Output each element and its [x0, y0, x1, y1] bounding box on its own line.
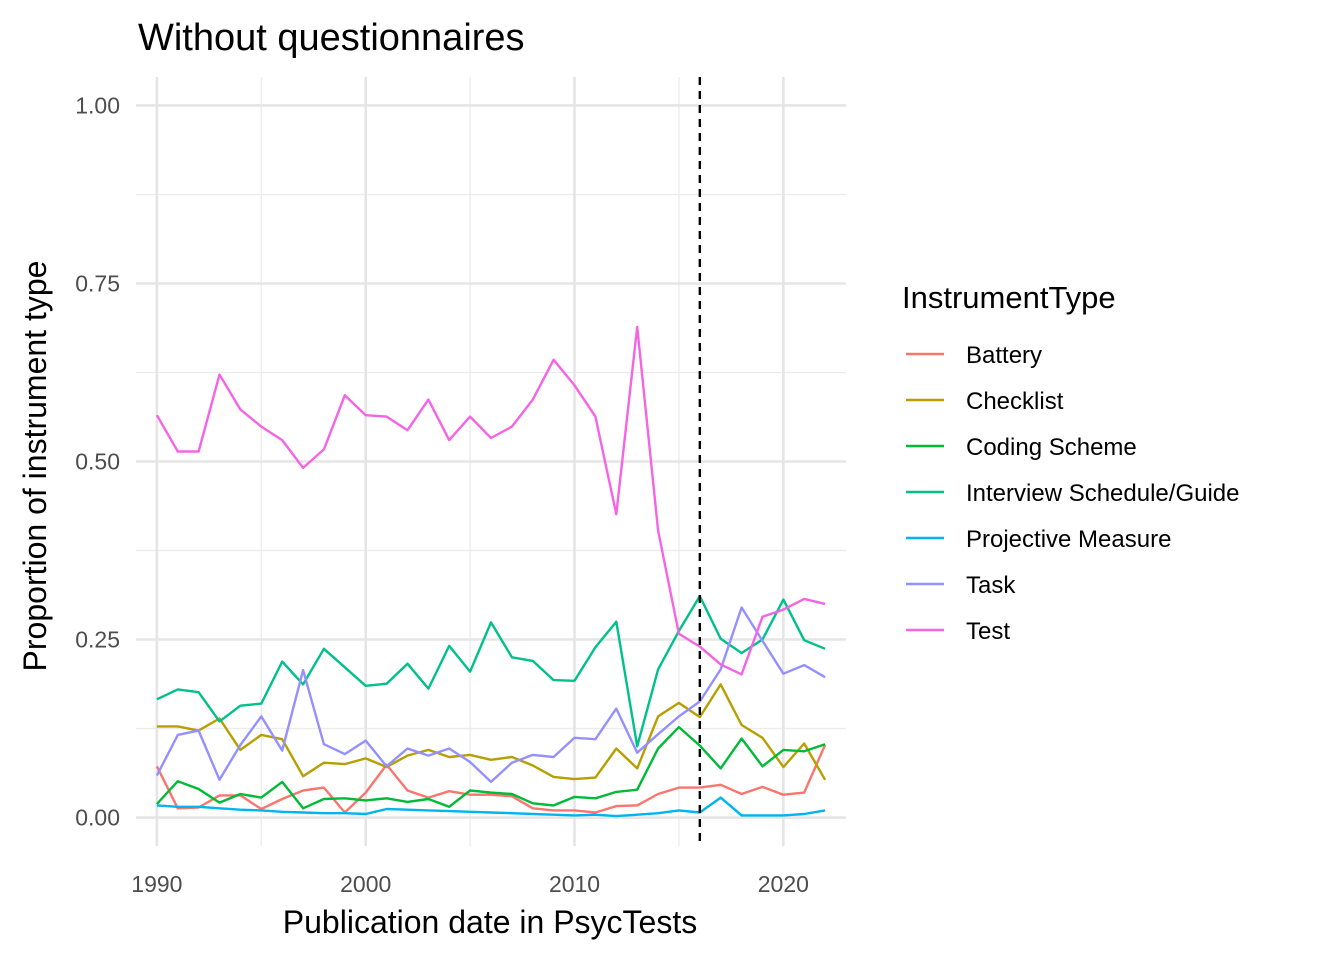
series-line-interview-schedule-guide — [156, 594, 826, 748]
legend-title: InstrumentType — [902, 280, 1116, 315]
legend-label-battery: Battery — [966, 342, 1042, 369]
legend-items: Battery Checklist Coding Scheme Interview S… — [906, 342, 1240, 645]
series-line-battery — [155, 744, 827, 814]
y-tick-label: 0.25 — [75, 627, 120, 653]
legend-label-test: Test — [966, 618, 1010, 645]
series-line-projective-measure — [156, 796, 826, 818]
x-tick-label: 2000 — [340, 871, 391, 897]
plot-panel — [136, 77, 846, 846]
chart-title: Without questionnaires — [138, 17, 525, 59]
series-lines — [155, 325, 827, 818]
y-axis-tick-labels: 0.00 0.25 0.50 0.75 1.00 — [75, 92, 120, 830]
x-tick-label: 2020 — [758, 871, 809, 897]
series-line-task — [155, 606, 826, 784]
x-axis-tick-labels: 1990 2000 2010 2020 — [131, 871, 809, 897]
legend: InstrumentType Battery Checklist Coding Sc… — [902, 280, 1240, 645]
series-line-checklist — [156, 683, 827, 781]
y-tick-label: 0.50 — [75, 449, 120, 475]
x-tick-label: 1990 — [131, 871, 182, 897]
legend-label-interview-schedule-guide: Interview Schedule/Guide — [966, 480, 1240, 507]
y-axis-title: Proportion of instrument type — [17, 261, 53, 672]
major-gridlines — [136, 77, 846, 846]
legend-label-coding-scheme: Coding Scheme — [966, 434, 1137, 461]
legend-label-projective-measure: Projective Measure — [966, 526, 1171, 553]
series-line-test — [155, 325, 826, 676]
y-tick-label: 1.00 — [75, 92, 120, 118]
y-tick-label: 0.75 — [75, 270, 120, 296]
x-tick-label: 2010 — [549, 871, 600, 897]
y-tick-label: 0.00 — [75, 805, 120, 831]
legend-label-task: Task — [966, 572, 1016, 599]
x-axis-title: Publication date in PsycTests — [283, 904, 697, 940]
series-line-coding-scheme — [156, 725, 826, 810]
legend-label-checklist: Checklist — [966, 388, 1064, 415]
